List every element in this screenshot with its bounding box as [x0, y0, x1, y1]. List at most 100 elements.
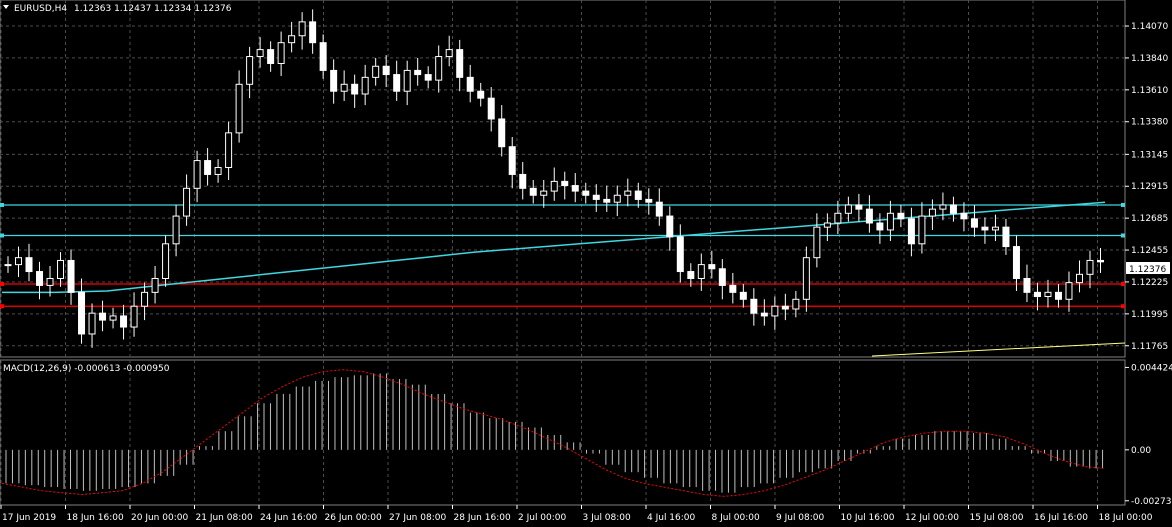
bear-candle	[78, 291, 86, 335]
macd-label: MACD(12,26,9) -0.000613 -0.000950	[3, 364, 170, 374]
level-handle[interactable]	[1121, 202, 1125, 207]
bear-candle	[382, 65, 390, 76]
current-price-badge	[1126, 262, 1170, 274]
bull-candle	[225, 132, 233, 169]
bull-candle	[939, 204, 947, 210]
current-price-text: 1.12376	[1129, 265, 1166, 275]
bear-candle	[319, 42, 327, 71]
bull-candle	[214, 167, 222, 175]
time-tick-label: 26 Jun 00:00	[325, 513, 382, 523]
bear-candle	[981, 226, 989, 231]
bear-candle	[561, 180, 569, 187]
moving-average	[2, 201, 1126, 357]
time-tick-label: 18 Jul 00:00	[1099, 513, 1153, 523]
price-tick-label: 1.13840	[1131, 54, 1168, 64]
level-handle[interactable]	[1121, 304, 1125, 309]
bear-candle	[487, 97, 495, 120]
price-tick-label: 1.11995	[1131, 310, 1168, 320]
time-tick-label: 3 Jul 08:00	[583, 513, 632, 523]
bull-candle	[256, 49, 264, 58]
bull-candle	[697, 264, 705, 279]
time-tick-label: 10 Jul 16:00	[841, 513, 895, 523]
time-tick-label: 20 Jun 00:00	[131, 513, 188, 523]
bull-candle	[235, 83, 243, 134]
time-tick-label: 21 Jun 08:00	[196, 513, 253, 523]
bear-candle	[655, 201, 663, 217]
level-handle[interactable]	[1121, 282, 1125, 287]
bear-candle	[739, 291, 747, 300]
bull-candle	[15, 257, 23, 266]
bear-candle	[582, 190, 590, 196]
bull-candle	[109, 315, 117, 321]
bull-candle	[46, 277, 54, 286]
bear-candle	[99, 312, 107, 321]
bear-candle	[120, 315, 128, 328]
bear-candle	[456, 49, 464, 78]
bear-candle	[1096, 259, 1104, 263]
bear-candle	[781, 305, 789, 310]
bear-candle	[676, 236, 684, 273]
level-handle[interactable]	[0, 202, 4, 207]
candles	[4, 9, 1104, 348]
bull-candle	[246, 56, 254, 85]
bull-candle	[288, 35, 296, 44]
symbol-label: EURUSD,H4	[14, 4, 67, 14]
price-tick-label: 1.13145	[1131, 150, 1168, 160]
price-tick-label: 1.12455	[1131, 246, 1168, 256]
bull-candle	[172, 215, 180, 245]
main-chart-frame	[0, 0, 1126, 358]
bear-candle	[477, 90, 485, 99]
bull-candle	[57, 259, 65, 279]
bear-candle	[529, 187, 537, 196]
bear-candle	[865, 208, 873, 224]
bull-candle	[792, 298, 800, 310]
macd-indicator	[1, 369, 1106, 497]
bear-candle	[330, 69, 338, 92]
bull-candle	[183, 187, 191, 217]
time-tick-label: 17 Jun 2019	[2, 513, 56, 523]
bear-candle	[414, 69, 422, 76]
bear-candle	[36, 271, 44, 286]
bull-candle	[823, 222, 831, 228]
bull-candle	[834, 212, 842, 224]
macd-tick-label: 0.00	[1131, 446, 1151, 456]
time-tick-label: 24 Jun 16:00	[260, 513, 317, 523]
level-handle[interactable]	[0, 282, 4, 287]
bull-candle	[813, 226, 821, 259]
bull-candle	[372, 65, 380, 78]
bear-candle	[949, 204, 957, 214]
bear-candle	[267, 49, 275, 64]
bear-candle	[970, 218, 978, 228]
bear-candle	[687, 271, 695, 279]
level-handle[interactable]	[1121, 233, 1125, 238]
bear-candle	[571, 185, 579, 192]
bear-candle	[760, 312, 768, 317]
bear-candle	[666, 215, 674, 238]
bear-candle	[204, 160, 212, 175]
bull-candle	[1075, 273, 1083, 284]
bear-candle	[718, 268, 726, 286]
bear-candle	[645, 198, 653, 203]
time-tick-label: 16 Jul 16:00	[1034, 513, 1088, 523]
bull-candle	[340, 83, 348, 92]
dropdown-icon[interactable]	[3, 5, 9, 9]
macd-tick-label: 0.004424	[1131, 363, 1172, 373]
bull-candle	[613, 194, 621, 203]
bull-candle	[1086, 259, 1094, 275]
bull-candle	[550, 180, 558, 192]
bear-candle	[508, 146, 516, 175]
bull-candle	[361, 76, 369, 95]
ohlc-values: 1.12363 1.12437 1.12334 1.12376	[74, 4, 232, 14]
level-handle[interactable]	[0, 233, 4, 238]
bull-candle	[886, 212, 894, 231]
level-handle[interactable]	[0, 304, 4, 309]
price-tick-label: 1.11765	[1131, 342, 1168, 352]
price-tick-label: 1.12225	[1131, 278, 1168, 288]
bear-candle	[897, 212, 905, 220]
bull-candle	[918, 215, 926, 245]
bull-candle	[193, 160, 201, 189]
macd-signal-line	[1, 369, 1106, 497]
bull-candle	[445, 49, 453, 58]
macd-pane-frame	[0, 359, 1126, 506]
